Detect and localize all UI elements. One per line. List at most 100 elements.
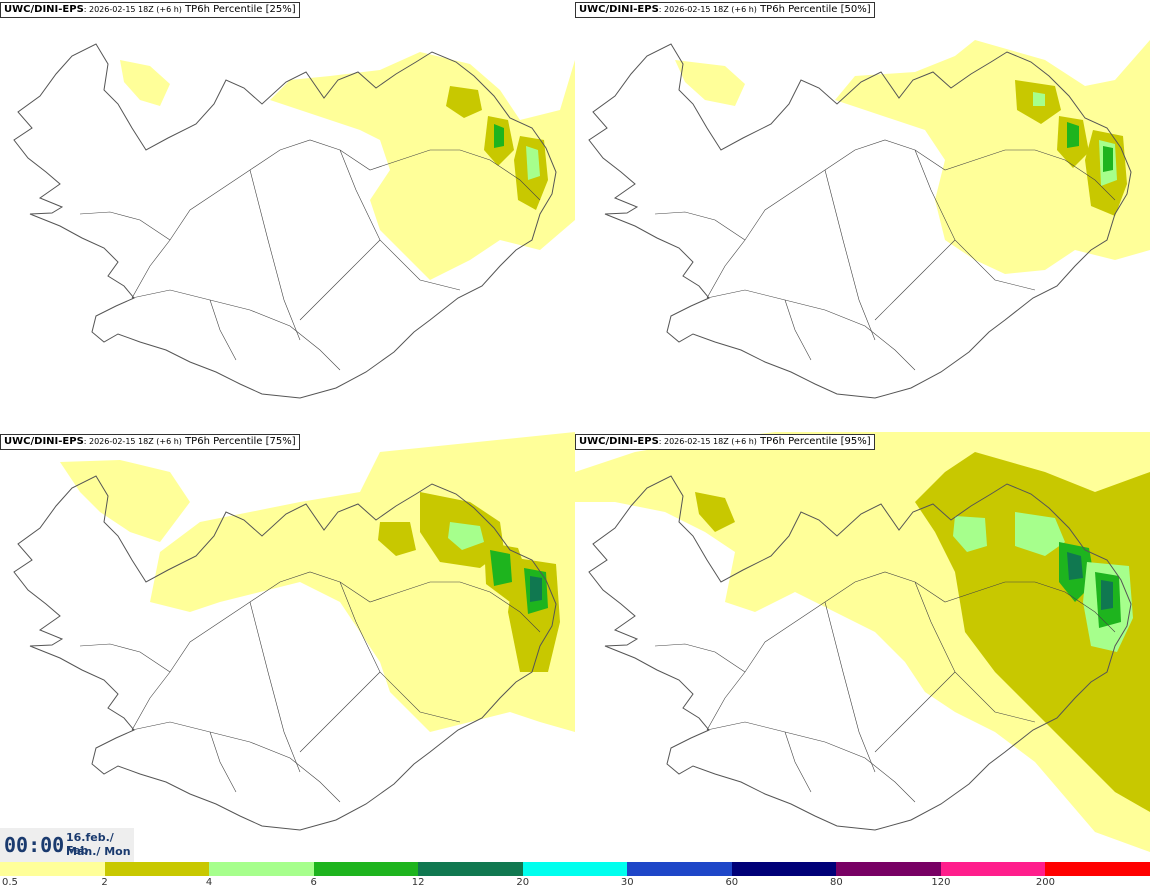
model-name: UWC/DINI-EPS [579,436,659,447]
precip-area-bin1 [60,460,190,542]
parameter-label: TP6h Percentile [75%] [185,436,296,447]
map-panel-p75: UWC/DINI-EPS: 2026-02-15 18Z (+6 h) TP6h… [0,432,575,864]
colorbar-segment [104,862,210,876]
iceland-coastline [13,43,557,399]
precip-area-bin2 [446,86,482,118]
colorbar-segment [836,862,941,876]
colorbar-label: 80 [829,877,843,888]
panel-title: UWC/DINI-EPS: 2026-02-15 18Z (+6 h) TP6h… [0,2,300,18]
colorbar-label: 12 [411,877,425,888]
valid-date: 16.feb./ Feb [66,831,114,857]
road-line [784,299,812,361]
valid-day: Mán./ Mon [66,845,131,858]
road-line [706,289,916,371]
road-line [79,643,171,673]
precip-area-bin1 [675,60,745,106]
precip-area-bin5 [1101,580,1113,610]
parameter-label: TP6h Percentile [25%] [185,4,296,15]
road-line [654,643,746,673]
road-line [249,601,301,773]
parameter-label: TP6h Percentile [50%] [760,4,871,15]
run-time: : 2026-02-15 18Z (+6 h) [83,5,182,14]
road-line [209,299,237,361]
road-line [706,139,1116,299]
precip-area-bin4 [1103,146,1113,172]
model-name: UWC/DINI-EPS [579,4,659,15]
precipitation-map [13,43,575,399]
colorbar-labels: 0.5 2 4 6 12 20 30 60 80 120 200 [0,877,1150,891]
panel-title: UWC/DINI-EPS: 2026-02-15 18Z (+6 h) TP6h… [575,2,875,18]
colorbar-segment [627,862,732,876]
road-line [299,671,381,753]
colorbar-segment [1045,862,1150,876]
precip-area-bin3 [1033,92,1045,106]
precipitation-map [13,432,575,831]
precipitation-map [588,40,1150,399]
run-time: : 2026-02-15 18Z (+6 h) [658,5,757,14]
colorbar-segment [940,862,1046,876]
model-name: UWC/DINI-EPS [4,436,84,447]
colorbar-segment [418,862,523,876]
panel-title: UWC/DINI-EPS: 2026-02-15 18Z (+6 h) TP6h… [575,434,875,450]
colorbar-label: 60 [725,877,739,888]
road-line [79,211,171,241]
precip-area-bin1 [120,60,170,106]
road-line [131,571,541,731]
road-line [824,601,876,773]
precip-area-bin3 [526,146,540,180]
valid-time-box: 00:00 16.feb./ Feb Mán./ Mon [0,828,134,862]
road-line [249,169,301,341]
colorbar-segment [731,862,837,876]
map-panel-p50: UWC/DINI-EPS: 2026-02-15 18Z (+6 h) TP6h… [575,0,1150,432]
colorbar-label: 20 [516,877,530,888]
valid-clock: 00:00 [4,833,65,857]
colorbar-segment [522,862,628,876]
iceland-coastline [588,43,1132,399]
road-line [654,211,746,241]
road-line [131,139,541,299]
road-line [874,239,956,321]
colorbar-label: 30 [620,877,634,888]
colorbar-label: 6 [310,877,317,888]
precip-area-bin2 [695,492,735,532]
precip-area-bin4 [1067,122,1079,148]
precipitation-map [575,432,1150,852]
road-line [706,571,1116,731]
precip-area-bin3 [448,522,484,550]
precip-area-bin2 [508,558,560,672]
road-line [209,731,237,793]
iceland-coastline [13,475,557,831]
colorbar-label: 2 [101,877,108,888]
precip-area-bin5 [1067,552,1083,580]
colorbar [0,862,1150,876]
colorbar-label: 4 [205,877,213,888]
parameter-label: TP6h Percentile [95%] [760,436,871,447]
panel-title: UWC/DINI-EPS: 2026-02-15 18Z (+6 h) TP6h… [0,434,300,450]
precip-area-bin3 [953,516,987,552]
road-line [131,721,341,803]
colorbar-segment [0,862,105,876]
colorbar-label: 0.5 [2,877,18,888]
map-panel-p95: UWC/DINI-EPS: 2026-02-15 18Z (+6 h) TP6h… [575,432,1150,864]
road-line [824,169,876,341]
run-time: : 2026-02-15 18Z (+6 h) [658,437,757,446]
precip-area-bin5 [530,576,542,602]
colorbar-label: 120 [931,877,951,888]
precip-area-bin2 [378,522,416,556]
precip-area-bin4 [490,550,512,586]
colorbar-segment [209,862,314,876]
colorbar-label: 200 [1035,877,1055,888]
road-line [784,731,812,793]
precip-area-bin1 [270,52,575,280]
run-time: : 2026-02-15 18Z (+6 h) [83,437,182,446]
model-name: UWC/DINI-EPS [4,4,84,15]
precip-area-bin4 [494,124,504,148]
iceland-coastline [588,475,1132,831]
road-line [706,721,916,803]
road-line [299,239,381,321]
precip-area-bin3 [1015,512,1065,556]
road-line [874,671,956,753]
map-panel-p25: UWC/DINI-EPS: 2026-02-15 18Z (+6 h) TP6h… [0,0,575,432]
colorbar-segment [313,862,419,876]
road-line [131,289,341,371]
